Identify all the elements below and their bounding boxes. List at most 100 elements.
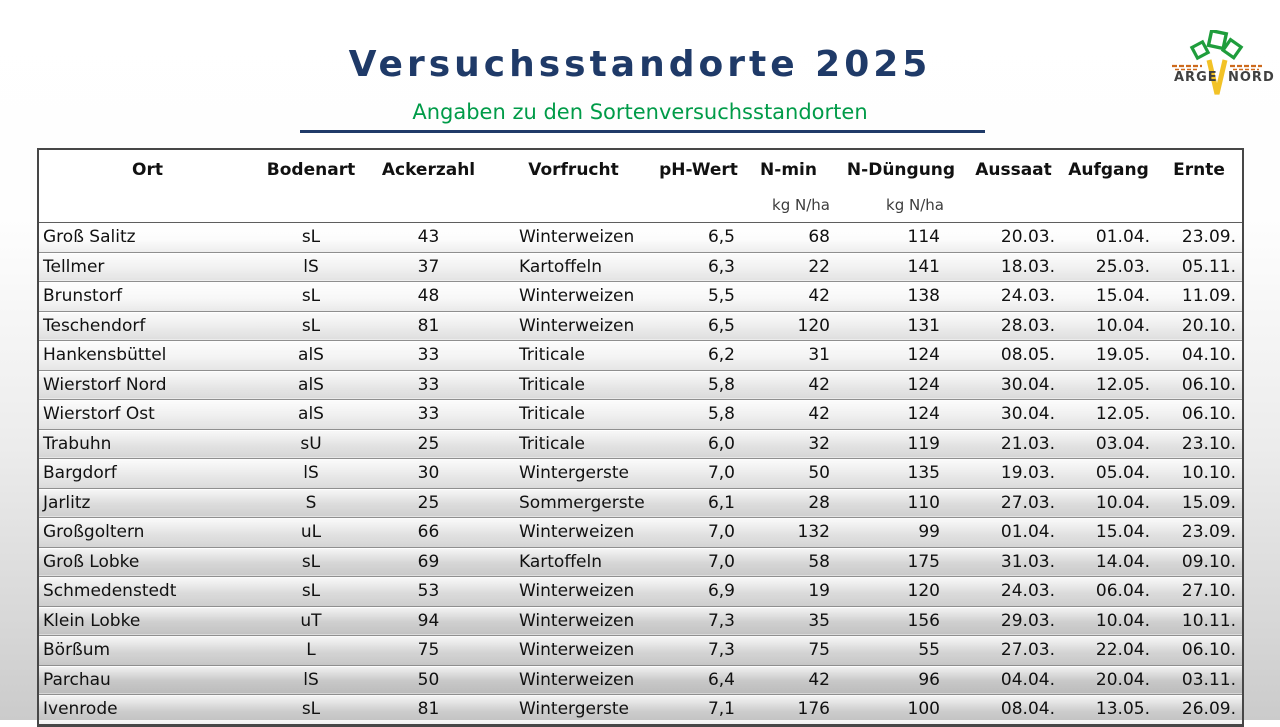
col-header-n-duengung: N-Düngung kg N/ha [836,149,966,223]
cell-aussaat: 08.04. [966,694,1061,725]
cell-ort: Teschendorf [38,310,256,341]
cell-n-duengung: 99 [836,517,966,547]
page-title: Versuchsstandorte 2025 [348,44,932,85]
cell-ort: Trabuhn [38,428,256,459]
col-header-ackerzahl: Ackerzahl [366,149,491,223]
cell-bodenart: sL [256,546,366,577]
cell-ernte: 09.10. [1156,546,1243,577]
cell-ort: Wierstorf Ost [38,399,256,429]
cell-ernte: 10.10. [1156,458,1243,488]
cell-ort: Hankensbüttel [38,340,256,370]
cell-n-min: 120 [741,310,836,341]
cell-ort: Schmedenstedt [38,576,256,606]
cell-bodenart: alS [256,399,366,429]
cell-vorfrucht: Winterweizen [491,310,656,341]
cell-aussaat: 19.03. [966,458,1061,488]
cell-n-duengung: 114 [836,222,966,252]
cell-n-min: 28 [741,487,836,518]
cell-vorfrucht: Kartoffeln [491,546,656,577]
cell-aussaat: 24.03. [966,281,1061,311]
title-underline [300,130,985,133]
cell-n-duengung: 124 [836,340,966,370]
cell-ort: Bargdorf [38,458,256,488]
cell-ph-wert: 6,1 [656,487,741,518]
table-body: Groß Salitz sL 43 Winterweizen 6,5 68 114 20.03… [38,222,1243,725]
cell-aufgang: 20.04. [1061,664,1156,695]
cell-aussaat: 04.04. [966,664,1061,695]
cell-aufgang: 15.04. [1061,281,1156,311]
cell-ackerzahl: 30 [366,458,491,488]
cell-ackerzahl: 25 [366,487,491,518]
col-header-ernte: Ernte [1156,149,1243,223]
cell-aufgang: 05.04. [1061,458,1156,488]
cell-bodenart: L [256,635,366,665]
cell-ernte: 27.10. [1156,576,1243,606]
cell-aufgang: 03.04. [1061,428,1156,459]
cell-ernte: 23.09. [1156,222,1243,252]
cell-aussaat: 31.03. [966,546,1061,577]
cell-ackerzahl: 48 [366,281,491,311]
cell-bodenart: alS [256,369,366,400]
cell-n-duengung: 100 [836,694,966,725]
cell-ackerzahl: 53 [366,576,491,606]
cell-aufgang: 10.04. [1061,487,1156,518]
cell-aussaat: 01.04. [966,517,1061,547]
cell-n-min: 176 [741,694,836,725]
table-row: Großgoltern uL 66 Winterweizen 7,0 132 99 01.04… [38,517,1243,547]
cell-ph-wert: 7,1 [656,694,741,725]
table-row: Bargdorf lS 30 Wintergerste 7,0 50 135 19.03. 05… [38,458,1243,488]
table-row: Klein Lobke uT 94 Winterweizen 7,3 35 156 29.03… [38,605,1243,636]
cell-n-min: 22 [741,251,836,282]
cell-ort: Groß Salitz [38,222,256,252]
cell-bodenart: lS [256,664,366,695]
n-min-unit: kg N/ha [772,196,830,214]
cell-n-duengung: 96 [836,664,966,695]
cell-ort: Klein Lobke [38,605,256,636]
table-row: Tellmer lS 37 Kartoffeln 6,3 22 141 18.03. 25.03… [38,251,1243,282]
cell-ackerzahl: 69 [366,546,491,577]
cell-vorfrucht: Wintergerste [491,458,656,488]
cell-ackerzahl: 25 [366,428,491,459]
cell-aufgang: 10.04. [1061,310,1156,341]
table-row: Wierstorf Nord alS 33 Triticale 5,8 42 124 30.0… [38,369,1243,400]
cell-ort: Tellmer [38,251,256,282]
cell-vorfrucht: Kartoffeln [491,251,656,282]
cell-ernte: 20.10. [1156,310,1243,341]
cell-ph-wert: 5,5 [656,281,741,311]
cell-n-duengung: 120 [836,576,966,606]
cell-n-duengung: 124 [836,369,966,400]
cell-ph-wert: 7,0 [656,517,741,547]
cell-ernte: 23.09. [1156,517,1243,547]
cell-aufgang: 06.04. [1061,576,1156,606]
cell-ackerzahl: 94 [366,605,491,636]
cell-vorfrucht: Winterweizen [491,605,656,636]
cell-aussaat: 20.03. [966,222,1061,252]
col-header-n-min: N-min kg N/ha [741,149,836,223]
cell-aufgang: 12.05. [1061,399,1156,429]
cell-ernte: 26.09. [1156,694,1243,725]
cell-ernte: 05.11. [1156,251,1243,282]
cell-aufgang: 19.05. [1061,340,1156,370]
cell-ph-wert: 6,5 [656,222,741,252]
cell-aufgang: 10.04. [1061,605,1156,636]
cell-aufgang: 22.04. [1061,635,1156,665]
cell-ph-wert: 6,9 [656,576,741,606]
cell-n-duengung: 141 [836,251,966,282]
cell-aufgang: 13.05. [1061,694,1156,725]
table-row: Parchau lS 50 Winterweizen 6,4 42 96 04.04. 20.0… [38,664,1243,695]
cell-vorfrucht: Triticale [491,428,656,459]
cell-n-min: 58 [741,546,836,577]
col-header-bodenart: Bodenart [256,149,366,223]
cell-ackerzahl: 50 [366,664,491,695]
cell-ph-wert: 7,3 [656,605,741,636]
cell-ph-wert: 7,0 [656,458,741,488]
cell-ort: Jarlitz [38,487,256,518]
cell-ernte: 04.10. [1156,340,1243,370]
table-row: Groß Lobke sL 69 Kartoffeln 7,0 58 175 31.03. 14… [38,546,1243,577]
cell-bodenart: alS [256,340,366,370]
cell-bodenart: sL [256,281,366,311]
cell-ernte: 11.09. [1156,281,1243,311]
cell-n-min: 42 [741,281,836,311]
col-header-ort: Ort [38,149,256,223]
cell-bodenart: sL [256,576,366,606]
